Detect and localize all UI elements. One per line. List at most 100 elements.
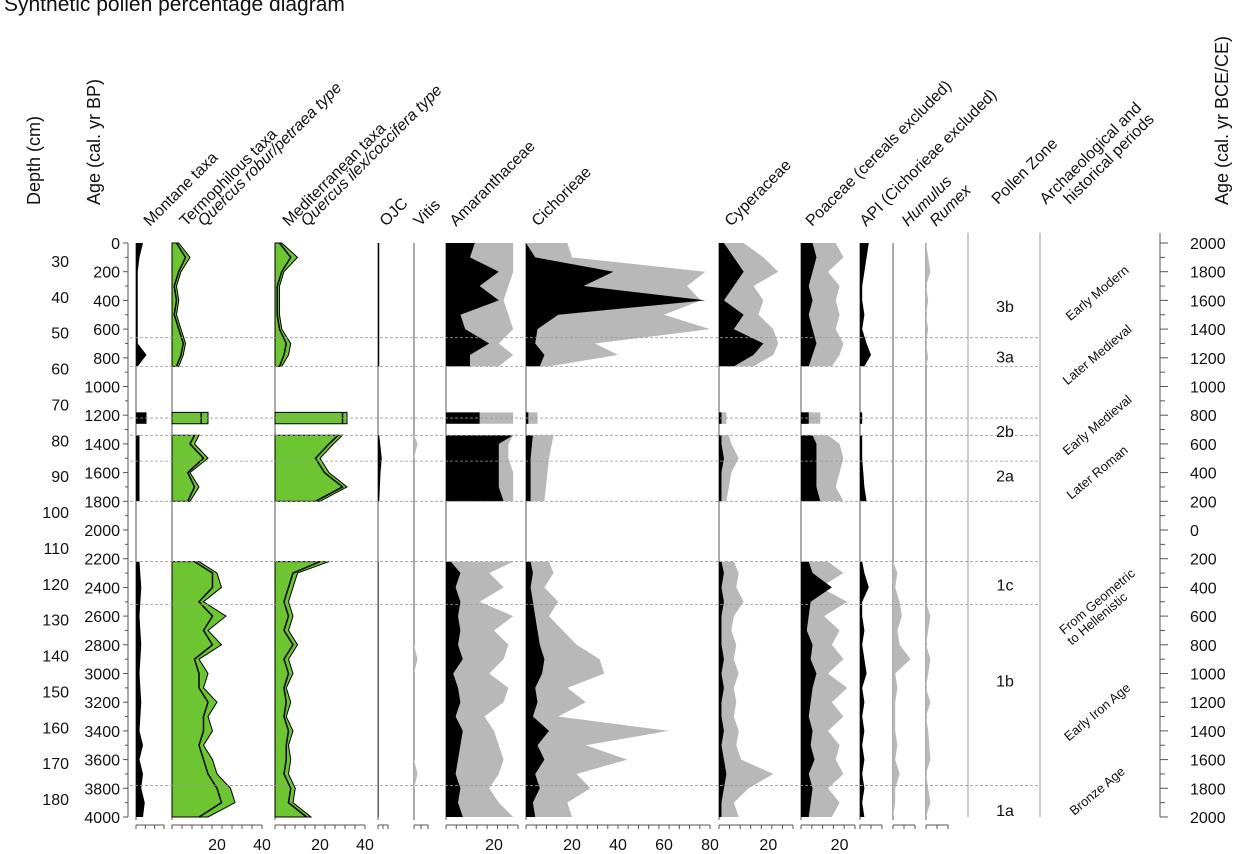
series-inner-area <box>446 243 499 367</box>
series-inner-line <box>173 242 187 367</box>
period-label: Bronze Age <box>1067 764 1128 819</box>
x-tick-label: 20 <box>759 837 777 854</box>
series-label: Amaranthaceae <box>447 138 539 230</box>
series-area <box>414 435 418 459</box>
series-inner-line <box>186 434 205 502</box>
age-bce-tick-label: 400 <box>1190 466 1217 483</box>
series-label: Cyperaceae <box>722 157 795 230</box>
age-bce-tick-label: 1600 <box>1190 293 1226 310</box>
depth-tick-label: 160 <box>42 720 69 737</box>
series-inner-area <box>526 435 533 502</box>
age-bce-tick-label: 1000 <box>1190 667 1226 684</box>
depth-tick-label: 130 <box>42 613 69 630</box>
series-label: Vitis <box>411 197 444 230</box>
hiatus-band <box>130 366 970 413</box>
age-bp-tick-label: 1400 <box>84 437 120 454</box>
depth-tick-label: 140 <box>42 649 69 666</box>
pollen-zone-label: 2b <box>996 424 1014 441</box>
age-bp-tick-label: 0 <box>111 236 120 253</box>
age-bp-tick-label: 3000 <box>84 667 120 684</box>
depth-tick-label: 90 <box>51 469 69 486</box>
age-bce-tick-label: 200 <box>1190 552 1217 569</box>
pollen-zone-label: 1b <box>996 674 1014 691</box>
age-bce-axis-title: Age (cal. yr BCE/CE) <box>1212 36 1232 205</box>
pollen-zone-label: 1a <box>996 803 1014 820</box>
depth-tick-label: 70 <box>51 397 69 414</box>
age-bce-tick-label: 1200 <box>1190 695 1226 712</box>
age-bce-tick-label: 1000 <box>1190 380 1226 397</box>
series-inner-line <box>276 242 292 367</box>
depth-tick-label: 100 <box>42 505 69 522</box>
depth-axis-title: Depth (cm) <box>24 116 44 205</box>
age-bp-tick-label: 2400 <box>84 580 120 597</box>
x-tick-label: 40 <box>356 837 374 854</box>
depth-tick-label: 80 <box>51 433 69 450</box>
series-area <box>719 561 774 817</box>
age-bce-tick-label: 1600 <box>1190 753 1226 770</box>
age-bce-tick-label: 2000 <box>1190 810 1226 827</box>
series-area <box>171 561 236 818</box>
depth-tick-label: 150 <box>42 684 69 701</box>
depth-tick-label: 60 <box>51 362 69 379</box>
pollen-zone-label: 1c <box>997 578 1014 595</box>
age-bce-tick-label: 600 <box>1190 437 1217 454</box>
depth-tick-label: 30 <box>51 254 69 271</box>
age-bp-tick-label: 600 <box>93 322 120 339</box>
series-inner-area <box>801 435 821 502</box>
series-area <box>446 561 514 817</box>
series-label: Cichorieae <box>529 164 595 230</box>
series-label: OJC <box>377 195 412 230</box>
series-inner-area <box>526 243 706 367</box>
series-area <box>136 435 140 502</box>
age-bp-tick-label: 2200 <box>84 552 120 569</box>
age-bce-tick-label: 800 <box>1190 638 1217 655</box>
x-tick-label: 80 <box>701 837 719 854</box>
series-inner-line <box>193 560 223 818</box>
pollen-zone-label: 3b <box>996 299 1014 316</box>
x-tick-label: 20 <box>831 837 849 854</box>
depth-tick-label: 120 <box>42 577 69 594</box>
age-bce-tick-label: 2000 <box>1190 236 1226 253</box>
age-bp-tick-label: 2800 <box>84 638 120 655</box>
series-area <box>414 561 418 817</box>
series-inner-area <box>719 243 764 367</box>
series-area <box>378 561 379 817</box>
series-inner-area <box>446 435 514 502</box>
x-tick-label: 20 <box>311 837 329 854</box>
series-area <box>860 435 867 502</box>
age-bp-tick-label: 1200 <box>84 408 120 425</box>
depth-tick-label: 180 <box>42 792 69 809</box>
depth-tick-label: 40 <box>51 290 69 307</box>
series-area <box>719 435 739 502</box>
age-bp-tick-label: 4000 <box>84 810 120 827</box>
x-tick-label: 20 <box>208 837 226 854</box>
age-bce-tick-label: 1400 <box>1190 322 1226 339</box>
series-area <box>893 561 911 817</box>
depth-tick-label: 50 <box>51 326 69 343</box>
series-inner-area <box>446 561 463 817</box>
page-title: Synthetic pollen percentage diagram <box>4 0 345 16</box>
series-area <box>274 434 348 502</box>
age-bce-tick-label: 200 <box>1190 494 1217 511</box>
series-area <box>171 434 209 502</box>
age-bp-tick-label: 3600 <box>84 753 120 770</box>
age-bce-tick-label: 1800 <box>1190 265 1226 282</box>
age-bp-tick-label: 200 <box>93 265 120 282</box>
depth-tick-label: 170 <box>42 756 69 773</box>
x-tick-label: 60 <box>655 837 673 854</box>
x-tick-label: 20 <box>563 837 581 854</box>
age-bp-tick-label: 2600 <box>84 609 120 626</box>
age-bp-tick-label: 3400 <box>84 724 120 741</box>
depth-tick-label: 110 <box>43 541 69 558</box>
age-bce-tick-label: 800 <box>1190 408 1217 425</box>
series-area <box>274 561 330 818</box>
age-bce-tick-label: 400 <box>1190 580 1217 597</box>
age-bp-axis-title: Age (cal. yr BP) <box>84 79 104 205</box>
age-bp-tick-label: 3800 <box>84 781 120 798</box>
period-label: Later Medieval <box>1060 321 1135 387</box>
series-area <box>378 243 380 367</box>
series-inner-area <box>719 561 727 817</box>
series-inner-area <box>719 435 724 502</box>
